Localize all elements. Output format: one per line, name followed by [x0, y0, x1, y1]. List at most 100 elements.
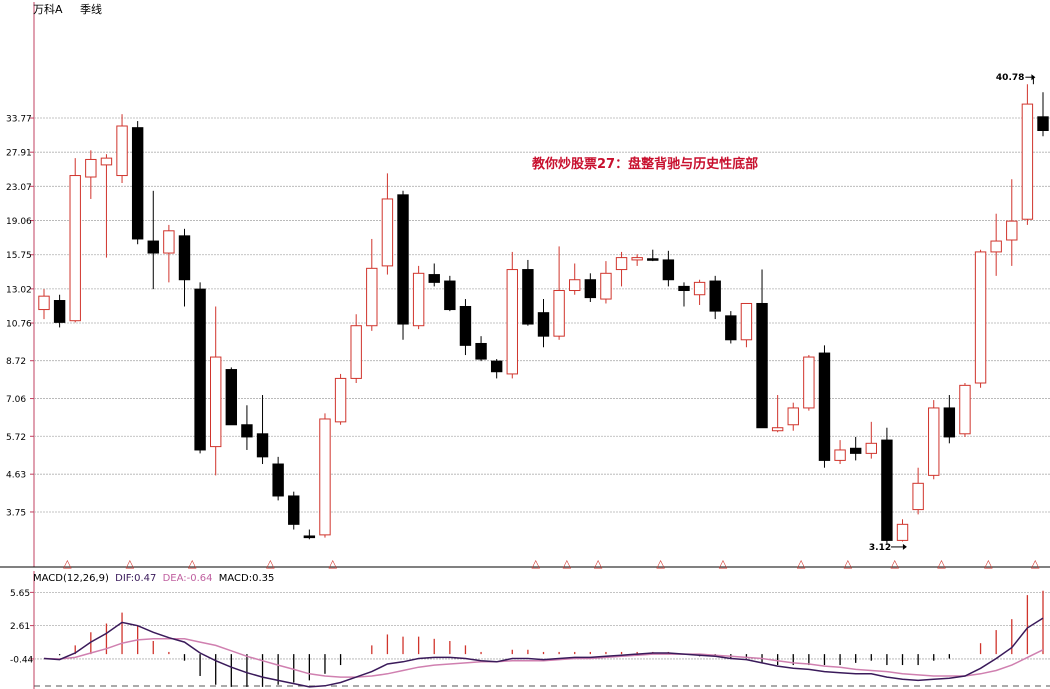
signal-marker: △	[563, 557, 572, 570]
candle-up	[100, 157, 113, 166]
dea-value: -0.64	[187, 573, 213, 584]
candle-down	[444, 280, 456, 311]
candle-up	[771, 427, 784, 432]
dif-line	[43, 617, 1044, 688]
price-tick-label: 8.72	[6, 357, 26, 367]
macd-gridlines	[30, 571, 1050, 689]
candle-down	[490, 360, 503, 373]
price-tick-label: 23.07	[6, 183, 32, 193]
price-tick-label: 33.77	[6, 115, 32, 125]
signal-marker: △	[531, 557, 540, 570]
candle-down	[256, 433, 269, 458]
candle-down	[178, 235, 191, 281]
price-tick-label: 3.75	[6, 508, 26, 518]
price-tick-label: 27.91	[6, 149, 32, 159]
candle-down	[459, 305, 472, 346]
candles	[38, 84, 1049, 545]
candle-up	[38, 295, 50, 311]
candle-down	[131, 127, 144, 240]
signal-marker: △	[266, 557, 275, 570]
candle-up	[381, 198, 394, 267]
signal-marker: △	[126, 557, 135, 570]
signal-marker: △	[63, 557, 72, 570]
candle-up	[1021, 103, 1034, 220]
signal-marker: △	[797, 557, 806, 570]
signal-marker: △	[844, 557, 853, 570]
price-tick-label: 10.76	[6, 320, 32, 330]
period-label: 季线	[80, 2, 102, 16]
candle-down	[475, 342, 487, 360]
candle-down	[272, 463, 284, 497]
signal-marker: △	[890, 557, 899, 570]
candle-up	[834, 449, 846, 461]
candle-up	[740, 302, 753, 341]
signal-marker: △	[719, 557, 728, 570]
price-tick-label: 5.72	[6, 433, 26, 443]
price-tick-label: 7.06	[6, 395, 26, 405]
signal-marker: △	[656, 557, 665, 570]
candle-down	[225, 369, 238, 426]
macd-tick-label: -0.44	[10, 655, 34, 665]
candle-down	[709, 280, 721, 312]
macd-title: MACD(12,26,9)	[33, 573, 109, 584]
candle-up	[69, 175, 81, 322]
signal-marker: △	[188, 557, 197, 570]
candle-up	[350, 325, 362, 379]
candle-up	[631, 257, 643, 261]
candle-up	[412, 272, 425, 327]
candle-down	[756, 302, 768, 429]
signal-marker: △	[1031, 557, 1040, 570]
candle-down	[537, 312, 550, 337]
extreme-labels: 40.78 3.12	[869, 73, 1036, 553]
candle-down	[725, 315, 737, 341]
candle-up	[803, 356, 815, 409]
candle-up	[896, 523, 909, 541]
macd-tick-label: 5.65	[10, 589, 30, 599]
candle-down	[818, 352, 831, 461]
candle-up	[1006, 220, 1018, 241]
price-tick-labels: 33.77 27.91 23.07 19.06 15.75 13.02 10.76 8.72 7…	[6, 115, 32, 519]
macd-panel: 5.65 2.61 -0.44 MACD(12,26,9) DIF:0.47 DEA…	[10, 571, 1050, 689]
candle-up	[600, 272, 612, 300]
dif-label: DIF:	[115, 573, 134, 584]
candle-up	[928, 407, 940, 476]
chart-annotation: 教你炒股票27：盘整背驰与历史性底部	[531, 156, 758, 172]
macd-legend: MACD(12,26,9) DIF:0.47 DEA:-0.64 MACD:0.…	[33, 573, 274, 584]
candle-up	[553, 290, 565, 337]
price-tick-label: 13.02	[6, 285, 32, 295]
high-value-label: 40.78	[996, 73, 1024, 83]
macd-value: 0.35	[252, 573, 274, 584]
stock-name: 万科A	[33, 2, 63, 16]
candle-up	[163, 230, 175, 254]
candle-down	[662, 259, 675, 281]
candle-up	[366, 267, 378, 327]
signal-marker: △	[937, 557, 946, 570]
signal-marker: △	[329, 557, 338, 570]
macd-label: MACD:	[219, 573, 252, 584]
candle-down	[288, 495, 300, 525]
candle-up	[787, 407, 799, 426]
candle-up	[974, 251, 987, 384]
signal-marker: △	[984, 557, 993, 570]
candle-down	[522, 269, 534, 325]
candle-down	[849, 447, 862, 454]
candle-down	[303, 535, 316, 539]
candle-up	[85, 158, 97, 178]
candle-down	[397, 194, 409, 325]
candle-down	[53, 300, 66, 323]
price-tick-label: 4.63	[6, 471, 26, 481]
candle-down	[147, 240, 159, 254]
macd-lines	[43, 617, 1044, 688]
candle-down	[647, 258, 659, 261]
candle-up	[912, 482, 924, 511]
candle-up	[959, 384, 971, 435]
dif-value: 0.47	[134, 573, 156, 584]
candle-up	[990, 240, 1002, 253]
candle-up	[865, 442, 877, 454]
candle-up	[319, 418, 331, 536]
candlestick-chart: 33.77 27.91 23.07 19.06 15.75 13.02 10.76 8.72 7…	[0, 2, 1050, 570]
candle-up	[569, 279, 581, 292]
candle-down	[194, 288, 206, 451]
candle-down	[881, 439, 893, 541]
candle-up	[334, 377, 347, 423]
